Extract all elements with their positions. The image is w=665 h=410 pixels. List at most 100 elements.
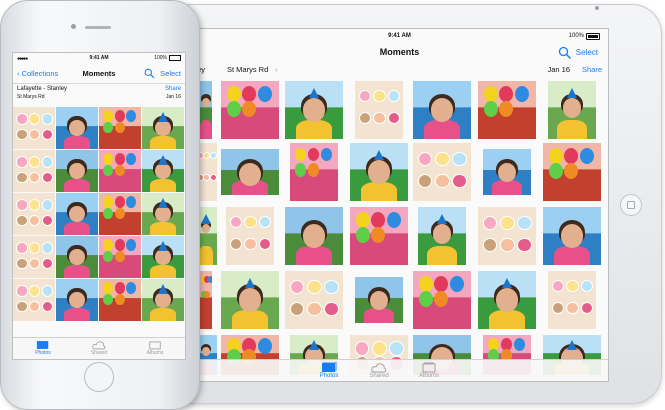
photo-thumbnail[interactable] [99,150,141,192]
photo-thumbnail[interactable] [142,107,184,149]
photo-thumbnail[interactable] [478,271,536,329]
ipad-photo-grid [195,81,608,375]
signal-icon: ●●●●● [17,56,28,62]
ipad-status-time: 9:41 AM [388,33,411,39]
iphone-moment-header: Lafayette - Stanley St Marys Rd Share Ja… [13,86,185,106]
photo-thumbnail[interactable] [56,236,98,278]
moment-date: Jan 16 [165,94,181,100]
share-button[interactable]: Share [164,86,181,92]
iphone-screen: ●●●●● 9:41 AM 100% ‹ Collections Moments… [12,52,186,360]
ipad-status-bar: 9:41 AM 100% [191,29,608,43]
iphone-camera [71,24,76,29]
photo-thumbnail[interactable] [56,279,98,321]
share-button[interactable]: Share [581,65,602,74]
search-icon[interactable] [558,46,572,60]
tab-albums[interactable]: Albums [409,362,449,379]
photos-tab-icon [322,362,337,372]
photo-thumbnail[interactable] [99,107,141,149]
tab-albums[interactable]: Albums [137,340,173,356]
select-button[interactable]: Select [160,69,181,78]
photos-tab-icon [36,341,49,349]
photo-thumbnail[interactable] [221,271,279,329]
ipad-nav-bar: Moments Select [191,43,608,63]
photo-thumbnail[interactable] [56,107,98,149]
photo-thumbnail[interactable] [142,236,184,278]
tab-label: Shared [90,350,108,356]
photo-thumbnail[interactable] [13,150,55,192]
photo-thumbnail[interactable] [418,207,466,265]
iphone-home-button-icon[interactable] [84,362,114,392]
photo-thumbnail[interactable] [483,149,531,195]
moment-street: St Marys Rd [17,94,45,100]
photo-thumbnail[interactable] [56,150,98,192]
ipad-camera [595,6,599,10]
photo-thumbnail[interactable] [13,193,55,235]
albums-icon [149,341,161,350]
photo-thumbnail[interactable] [142,150,184,192]
chevron-left-icon: ‹ [17,69,22,78]
photo-thumbnail[interactable] [13,107,55,149]
tab-label: Albums [146,350,164,356]
photo-thumbnail[interactable] [543,143,601,201]
moment-location[interactable]: St Marys Rd [227,65,269,74]
photo-thumbnail[interactable] [413,143,471,201]
photo-thumbnail[interactable] [195,143,217,201]
tab-photos[interactable]: Photos [25,340,61,356]
tab-shared[interactable]: Shared [81,340,117,356]
ipad-screen: 9:41 AM 100% Moments Select tanley St Ma… [190,28,609,382]
photo-thumbnail[interactable] [142,193,184,235]
select-button[interactable]: Select [575,48,598,57]
photo-thumbnail[interactable] [548,271,596,329]
photo-thumbnail[interactable] [413,271,471,329]
photo-thumbnail[interactable] [285,207,343,265]
tab-label: Shared [369,373,389,379]
search-icon[interactable] [144,68,155,79]
photo-thumbnail[interactable] [99,279,141,321]
photo-thumbnail[interactable] [290,143,338,201]
iphone-nav-bar: ‹ Collections Moments Select [13,65,185,84]
photo-thumbnail[interactable] [285,271,343,329]
iphone-battery-percent: 100% [154,55,167,61]
page-title: Moments [379,47,420,57]
moment-date: Jan 16 [547,65,570,74]
iphone-status-time: 9:41 AM [89,55,109,61]
photo-thumbnail[interactable] [142,279,184,321]
photo-thumbnail[interactable] [285,81,343,139]
tab-label: Photos [319,373,339,379]
photo-thumbnail[interactable] [13,279,55,321]
tab-label: Photos [35,350,51,356]
photo-thumbnail[interactable] [413,81,471,139]
ipad-home-button-icon[interactable] [620,194,642,216]
photo-thumbnail[interactable] [221,149,279,195]
photo-thumbnail[interactable] [200,271,212,329]
iphone-tab-bar: Photos Shared Albums [13,337,185,359]
albums-icon [422,362,436,373]
photo-thumbnail[interactable] [221,81,279,139]
photo-thumbnail[interactable] [355,277,403,323]
tab-photos[interactable]: Photos [309,362,349,379]
photo-thumbnail[interactable] [200,81,212,139]
photo-thumbnail[interactable] [350,207,408,265]
photo-thumbnail[interactable] [99,236,141,278]
photo-thumbnail[interactable] [226,207,274,265]
tab-shared[interactable]: Shared [359,362,399,379]
cloud-icon [92,341,106,350]
battery-icon [586,33,600,40]
photo-thumbnail[interactable] [548,81,596,139]
iphone-status-bar: ●●●●● 9:41 AM 100% [13,53,185,63]
photo-thumbnail[interactable] [478,81,536,139]
back-button[interactable]: ‹ Collections [17,69,58,78]
photo-thumbnail[interactable] [13,236,55,278]
photo-thumbnail[interactable] [195,207,217,265]
photo-thumbnail[interactable] [355,81,403,139]
chevron-right-icon: › [275,65,278,74]
photo-thumbnail[interactable] [478,207,536,265]
photo-thumbnail[interactable] [99,193,141,235]
photo-thumbnail[interactable] [350,143,408,201]
photo-thumbnail[interactable] [56,193,98,235]
ipad-tab-bar: Photos Shared Albums [191,359,608,381]
photo-thumbnail[interactable] [543,207,601,265]
iphone-speaker [85,26,111,29]
moment-location[interactable]: Lafayette - Stanley [17,86,68,92]
cloud-icon [371,363,387,373]
